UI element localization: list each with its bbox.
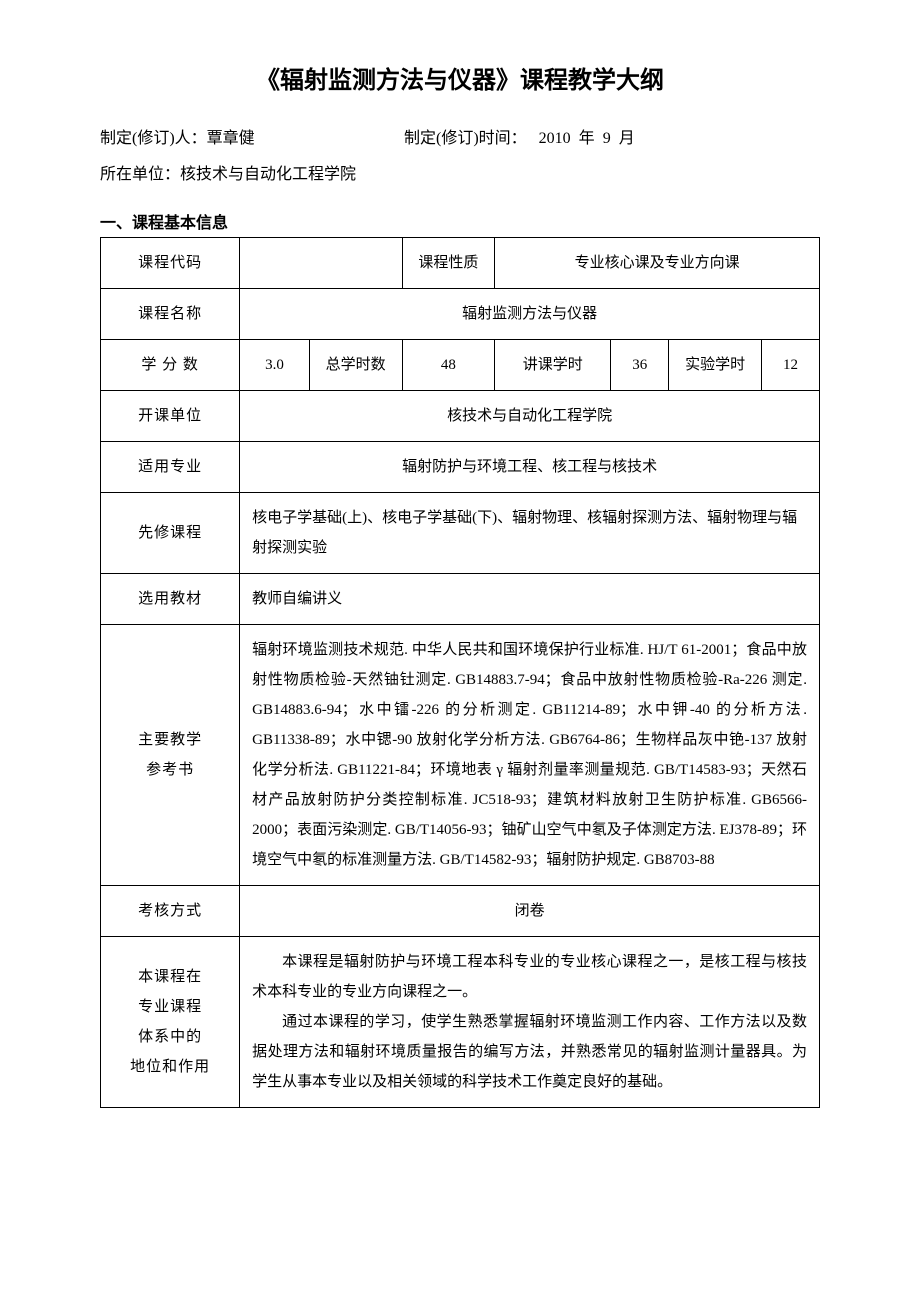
course-info-table: 课程代码 课程性质 专业核心课及专业方向课 课程名称 辐射监测方法与仪器 学 分… (100, 237, 820, 1108)
course-code-value (240, 238, 402, 289)
reference-label-line-2: 参考书 (109, 755, 231, 785)
role-paragraph-2: 通过本课程的学习，使学生熟悉掌握辐射环境监测工作内容、工作方法以及数据处理方法和… (252, 1007, 807, 1097)
table-row: 课程代码 课程性质 专业核心课及专业方向课 (101, 238, 820, 289)
role-label-line-2: 专业课程 (109, 992, 231, 1022)
lab-hours-label: 实验学时 (669, 340, 762, 391)
author-label: 制定(修订)人： (100, 130, 207, 147)
table-row: 课程名称 辐射监测方法与仪器 (101, 289, 820, 340)
table-row: 适用专业 辐射防护与环境工程、核工程与核技术 (101, 442, 820, 493)
role-label-line-3: 体系中的 (109, 1022, 231, 1052)
offering-dept-value: 核技术与自动化工程学院 (240, 391, 820, 442)
time-label: 制定(修订)时间： (404, 130, 527, 147)
role-label-line-4: 地位和作用 (109, 1052, 231, 1082)
credits-label: 学 分 数 (101, 340, 240, 391)
dept-label: 所在单位： (100, 166, 180, 183)
total-hours-value: 48 (402, 340, 495, 391)
textbook-value: 教师自编讲义 (240, 574, 820, 625)
course-nature-label: 课程性质 (402, 238, 495, 289)
page-title: 《辐射监测方法与仪器》课程教学大纲 (100, 60, 820, 95)
year-char: 年 (579, 130, 595, 147)
table-row: 考核方式 闭卷 (101, 886, 820, 937)
table-row: 学 分 数 3.0 总学时数 48 讲课学时 36 实验学时 12 (101, 340, 820, 391)
role-label-line-1: 本课程在 (109, 962, 231, 992)
lab-hours-value: 12 (761, 340, 819, 391)
major-value: 辐射防护与环境工程、核工程与核技术 (240, 442, 820, 493)
textbook-label: 选用教材 (101, 574, 240, 625)
table-row: 主要教学 参考书 辐射环境监测技术规范. 中华人民共和国环境保护行业标准. HJ… (101, 625, 820, 886)
prereq-value: 核电子学基础(上)、核电子学基础(下)、辐射物理、核辐射探测方法、辐射物理与辐射… (240, 493, 820, 574)
lecture-hours-label: 讲课学时 (495, 340, 611, 391)
credits-value: 3.0 (240, 340, 310, 391)
reference-value: 辐射环境监测技术规范. 中华人民共和国环境保护行业标准. HJ/T 61-200… (240, 625, 820, 886)
offering-dept-label: 开课单位 (101, 391, 240, 442)
reference-label: 主要教学 参考书 (101, 625, 240, 886)
time-year: 2010 (539, 130, 571, 147)
course-nature-value: 专业核心课及专业方向课 (495, 238, 820, 289)
exam-value: 闭卷 (240, 886, 820, 937)
exam-label: 考核方式 (101, 886, 240, 937)
month-char: 月 (619, 130, 635, 147)
role-label: 本课程在 专业课程 体系中的 地位和作用 (101, 937, 240, 1108)
prereq-label: 先修课程 (101, 493, 240, 574)
table-row: 先修课程 核电子学基础(上)、核电子学基础(下)、辐射物理、核辐射探测方法、辐射… (101, 493, 820, 574)
total-hours-label: 总学时数 (309, 340, 402, 391)
dept-value: 核技术与自动化工程学院 (180, 166, 356, 183)
reference-label-line-1: 主要教学 (109, 725, 231, 755)
meta-line-2: 所在单位：核技术与自动化工程学院 (100, 159, 820, 191)
role-value: 本课程是辐射防护与环境工程本科专业的专业核心课程之一，是核工程与核技术本科专业的… (240, 937, 820, 1108)
course-code-label: 课程代码 (101, 238, 240, 289)
role-paragraph-1: 本课程是辐射防护与环境工程本科专业的专业核心课程之一，是核工程与核技术本科专业的… (252, 947, 807, 1007)
meta-line-1: 制定(修订)人：覃章健 制定(修订)时间： 2010 年 9 月 (100, 123, 820, 155)
course-name-label: 课程名称 (101, 289, 240, 340)
table-row: 开课单位 核技术与自动化工程学院 (101, 391, 820, 442)
table-row: 本课程在 专业课程 体系中的 地位和作用 本课程是辐射防护与环境工程本科专业的专… (101, 937, 820, 1108)
lecture-hours-value: 36 (611, 340, 669, 391)
table-row: 选用教材 教师自编讲义 (101, 574, 820, 625)
time-month: 9 (603, 130, 611, 147)
section-heading: 一、课程基本信息 (100, 209, 820, 233)
course-name-value: 辐射监测方法与仪器 (240, 289, 820, 340)
major-label: 适用专业 (101, 442, 240, 493)
author-value: 覃章健 (207, 130, 255, 147)
